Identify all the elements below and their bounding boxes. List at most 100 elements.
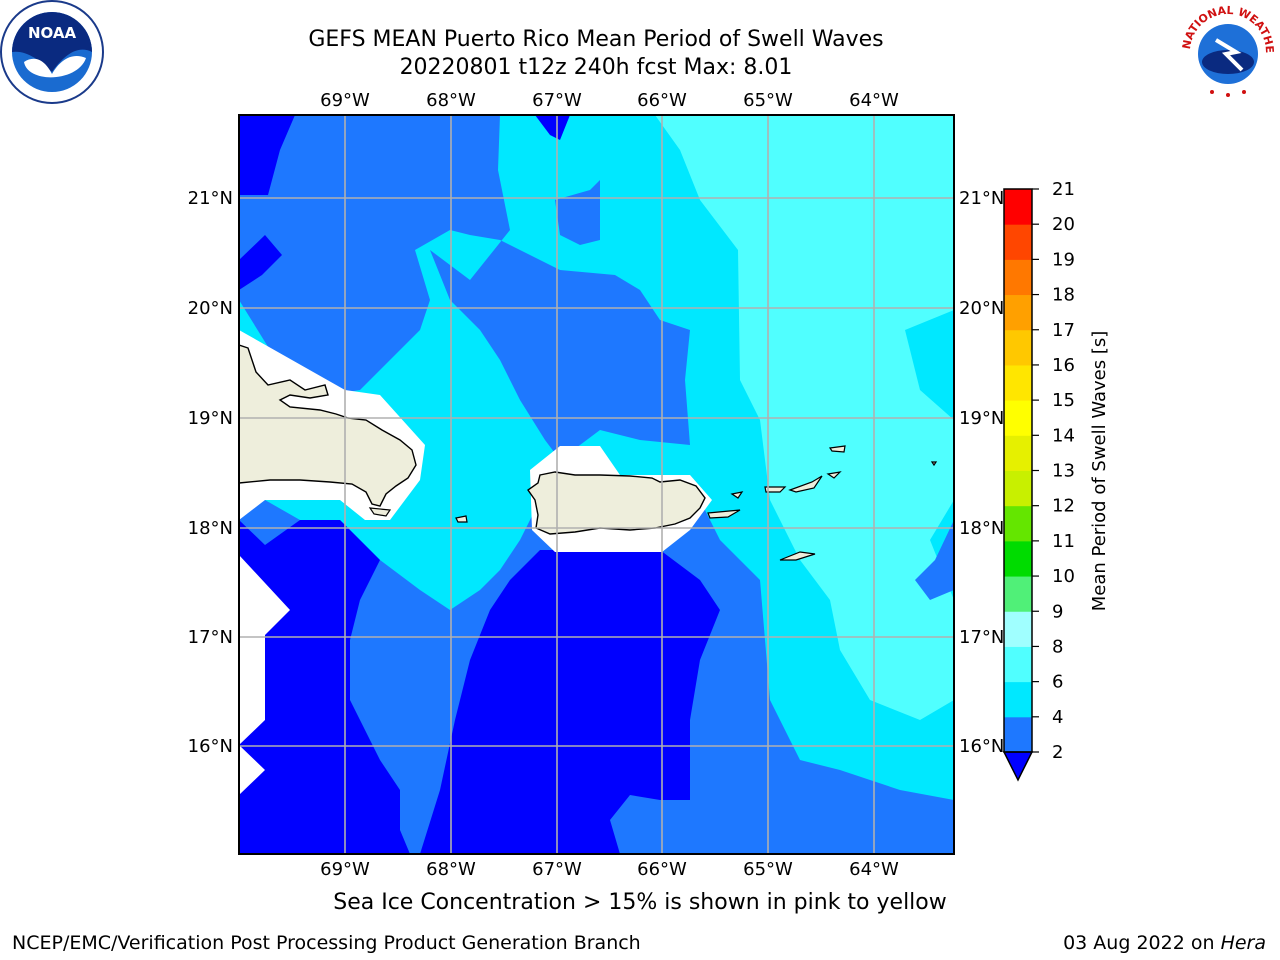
colorbar: 2 4 6 8 9 10 11 12 13 14 15 16 17 18 19 20 21 <box>1002 179 1075 782</box>
colorbar-segment <box>1004 435 1032 471</box>
colorbar-tick-label: 4 <box>1052 707 1063 728</box>
colorbar-tick-label: 12 <box>1052 496 1075 517</box>
lat-label: 21°N <box>188 188 233 209</box>
lon-label: 68°W <box>426 859 476 880</box>
colorbar-tick-label: 20 <box>1052 214 1075 235</box>
colorbar-under-triangle <box>1002 751 1034 782</box>
lon-label: 68°W <box>426 90 476 111</box>
map-frame <box>238 114 955 855</box>
lat-label: 18°N <box>959 518 1004 539</box>
lon-label: 69°W <box>320 859 370 880</box>
lon-label: 67°W <box>532 859 582 880</box>
colorbar-segment <box>1004 681 1032 718</box>
land-anegada <box>826 471 842 479</box>
lat-labels-right: 21°N 20°N 19°N 18°N 17°N 16°N <box>959 188 1004 757</box>
footer-host: Hera <box>1220 932 1266 954</box>
colorbar-tick-label: 18 <box>1052 285 1075 306</box>
land-bvi <box>788 475 823 493</box>
lon-labels-bottom: 69°W 68°W 67°W 66°W 65°W 64°W <box>320 859 899 880</box>
colorbar-tick-label: 10 <box>1052 566 1075 587</box>
chart-subtitle: 20220801 t12z 240h fcst Max: 8.01 <box>399 55 793 80</box>
lon-label: 64°W <box>849 90 899 111</box>
land-st-croix <box>779 551 816 561</box>
band-4-6 <box>239 115 690 460</box>
nws-logo: NATIONAL WEATHER SERVICE <box>1176 0 1278 102</box>
colorbar-tick-label: 14 <box>1052 425 1075 446</box>
colorbar-segment <box>1004 505 1032 542</box>
colorbar-segment <box>1004 576 1032 612</box>
band-2-4-north <box>239 115 295 195</box>
colorbar-segment <box>1004 611 1032 647</box>
colorbar-label: Mean Period of Swell Waves [s] <box>1089 331 1110 612</box>
sea-ice-note: Sea Ice Concentration > 15% is shown in … <box>333 890 947 915</box>
lon-label: 69°W <box>320 90 370 111</box>
colorbar-segment <box>1004 470 1032 507</box>
land-hispaniola-sw <box>368 507 392 517</box>
colorbar-segment <box>1004 259 1032 296</box>
lat-label: 21°N <box>959 188 1004 209</box>
colorbar-tick-label: 19 <box>1052 249 1075 270</box>
colorbar-segment <box>1004 364 1032 401</box>
lat-label: 17°N <box>188 627 233 648</box>
lon-label: 67°W <box>532 90 582 111</box>
contour-fill <box>239 115 954 854</box>
band-2-4-ne <box>535 115 570 140</box>
lat-label: 19°N <box>959 408 1004 429</box>
colorbar-tick-label: 13 <box>1052 461 1075 482</box>
lat-label: 18°N <box>188 518 233 539</box>
lon-label: 65°W <box>743 90 793 111</box>
colorbar-segment <box>1004 294 1032 331</box>
colorbar-segment <box>1004 189 1032 225</box>
chart-title: GEFS MEAN Puerto Rico Mean Period of Swe… <box>308 27 884 52</box>
band-4-6-east <box>915 520 954 600</box>
band-2-4-centre <box>420 550 720 854</box>
graticule <box>239 115 954 854</box>
colorbar-segment <box>1004 329 1032 366</box>
land-puerto-rico <box>527 471 706 535</box>
lon-label: 65°W <box>743 859 793 880</box>
land-culebra <box>730 491 744 499</box>
mask-white-south <box>239 555 290 745</box>
footer-date: 03 Aug 2022 on Hera <box>1063 932 1266 954</box>
colorbar-tick-label: 6 <box>1052 672 1063 693</box>
lon-label: 66°W <box>637 90 687 111</box>
colorbar-tick-label: 15 <box>1052 390 1075 411</box>
colorbar-tick-label: 8 <box>1052 636 1063 657</box>
land-hispaniola <box>239 344 417 507</box>
band-6-8-patch <box>400 420 500 560</box>
band-6-8-patch-2 <box>500 380 520 440</box>
land-mona <box>455 515 468 523</box>
colorbar-tick-label: 11 <box>1052 531 1075 552</box>
footer-credit: NCEP/EMC/Verification Post Processing Pr… <box>12 932 641 954</box>
colorbar-segment <box>1004 646 1032 683</box>
colorbar-tick-label: 17 <box>1052 320 1075 341</box>
land-sint-maarten <box>930 461 938 467</box>
lat-label: 16°N <box>959 736 1004 757</box>
land-st-thomas <box>764 486 787 493</box>
colorbar-tick-label: 21 <box>1052 179 1075 200</box>
lat-label: 20°N <box>959 298 1004 319</box>
land-vieques <box>707 509 741 519</box>
lon-labels-top: 69°W 68°W 67°W 66°W 65°W 64°W <box>320 90 899 111</box>
colorbar-segment <box>1004 224 1032 260</box>
colorbar-segment <box>1004 540 1032 577</box>
lat-label: 16°N <box>188 736 233 757</box>
colorbar-tick-label: 16 <box>1052 355 1075 376</box>
lat-label: 20°N <box>188 298 233 319</box>
mask-white-sw <box>239 745 265 795</box>
lat-label: 17°N <box>959 627 1004 648</box>
band-2-4-nw <box>239 235 282 290</box>
lat-label: 19°N <box>188 408 233 429</box>
band-4-6-north-patch <box>555 180 600 245</box>
lon-label: 66°W <box>637 859 687 880</box>
noaa-logo-text: NOAA <box>28 24 77 42</box>
colorbar-segment <box>1004 400 1032 436</box>
noaa-logo: NOAA <box>0 0 104 104</box>
colorbar-tick-label: 2 <box>1052 742 1063 763</box>
lon-label: 64°W <box>849 859 899 880</box>
lat-labels-left: 21°N 20°N 19°N 18°N 17°N 16°N <box>188 188 233 757</box>
land-sombrero <box>828 445 846 453</box>
colorbar-tick-label: 9 <box>1052 601 1063 622</box>
colorbar-segment <box>1004 716 1032 753</box>
